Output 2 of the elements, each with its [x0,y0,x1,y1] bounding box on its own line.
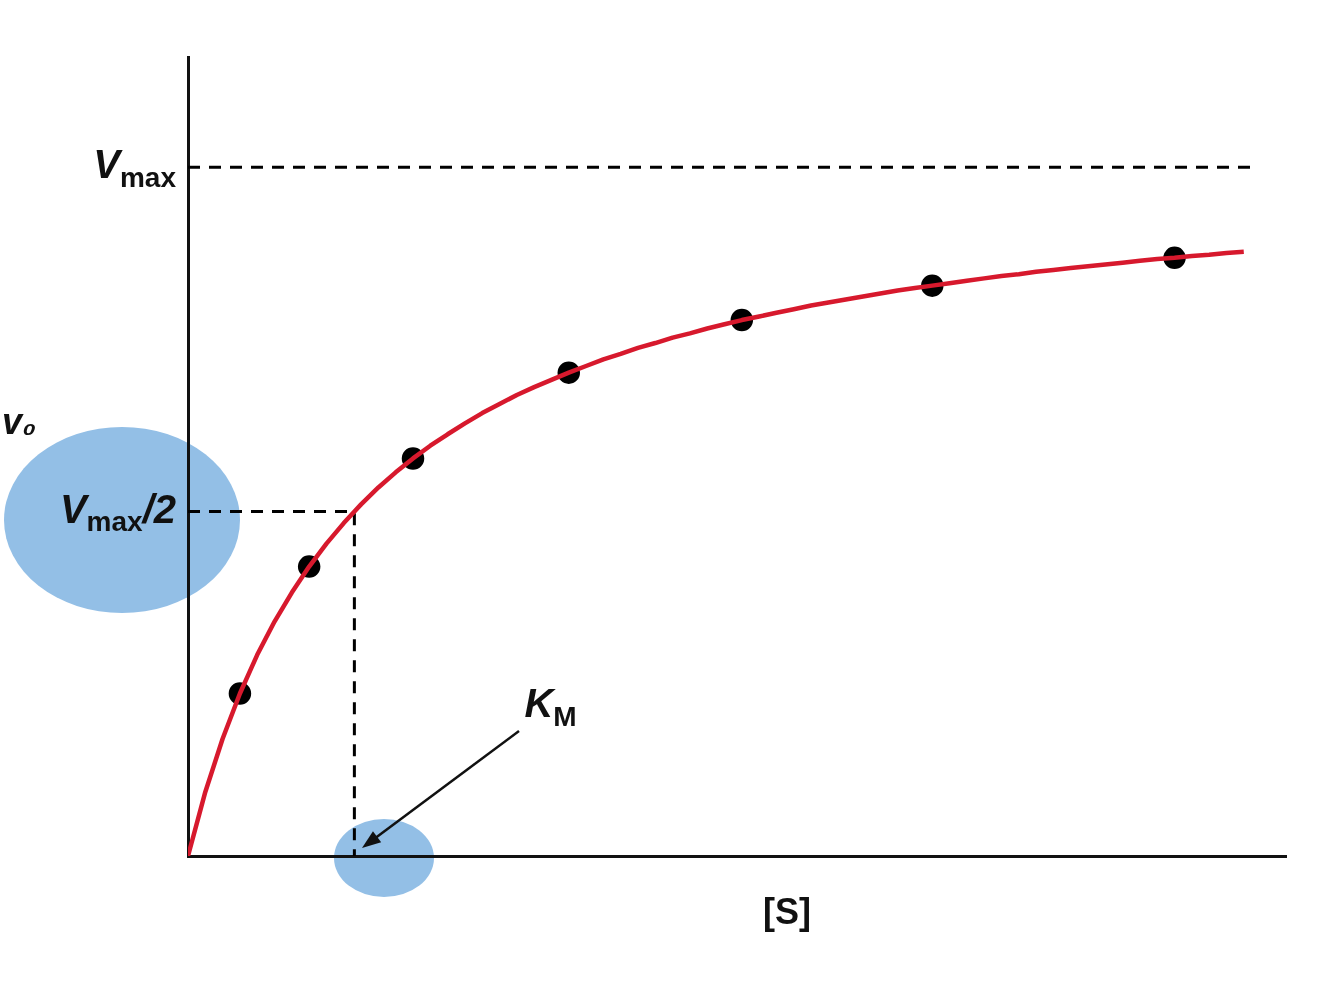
x-axis-title: [S] [763,890,811,932]
y-axis-title: v₀ [2,401,37,443]
